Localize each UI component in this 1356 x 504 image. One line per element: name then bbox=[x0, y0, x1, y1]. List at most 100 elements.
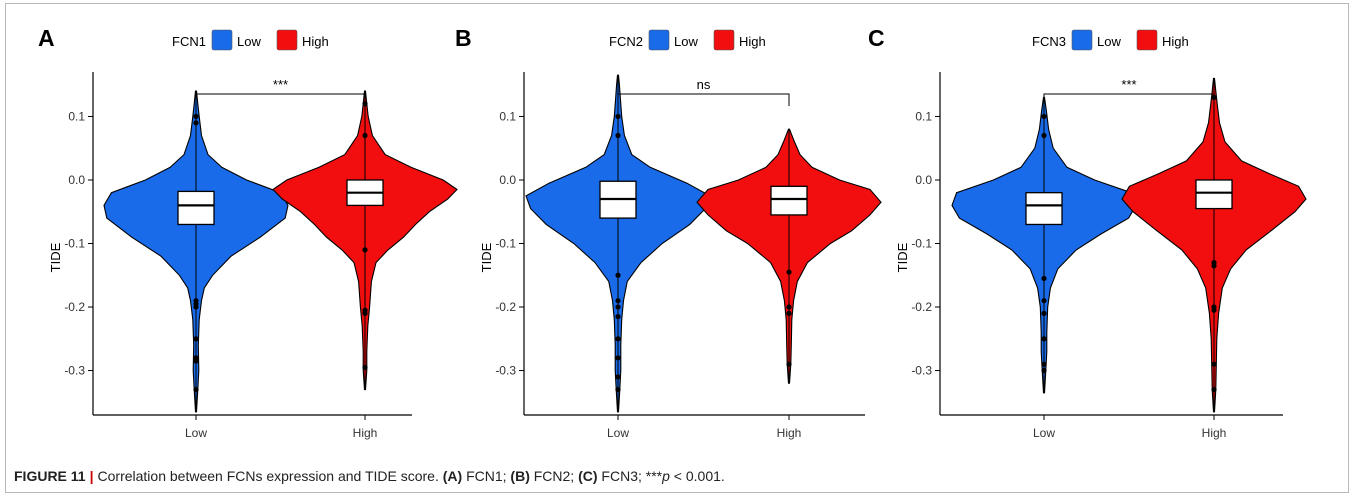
outlier-point-high bbox=[1211, 263, 1217, 269]
outlier-point-low bbox=[193, 386, 199, 393]
y-tick-label: 0.1 bbox=[68, 109, 85, 123]
legend-title: FCN1 bbox=[172, 34, 206, 49]
panel-letter: A bbox=[38, 25, 55, 51]
caption-pvalue-stars: *** bbox=[645, 468, 663, 484]
caption-part-a-label: (A) bbox=[442, 468, 463, 484]
outlier-point-low bbox=[193, 120, 199, 126]
legend-swatch-low bbox=[648, 29, 670, 51]
x-tick-label-low: Low bbox=[185, 426, 207, 440]
caption-part-a-text: FCN1; bbox=[462, 468, 511, 484]
caption-pvalue-rest: < 0.001. bbox=[669, 468, 725, 484]
outlier-point-low bbox=[193, 358, 199, 364]
box-high bbox=[770, 185, 808, 216]
caption-text: Correlation between FCNs expression and … bbox=[97, 468, 439, 484]
y-tick-label: -0.3 bbox=[911, 364, 932, 378]
outlier-point-high bbox=[786, 269, 792, 275]
y-tick-label: -0.3 bbox=[64, 364, 85, 378]
outlier-point-low bbox=[615, 113, 621, 120]
y-tick-label: -0.2 bbox=[495, 300, 516, 314]
outlier-point-low bbox=[193, 304, 199, 310]
outlier-point-low bbox=[615, 313, 621, 320]
outlier-point-low bbox=[615, 132, 621, 139]
y-tick-label: 0.0 bbox=[915, 173, 932, 187]
legend-title: FCN2 bbox=[609, 34, 643, 49]
x-tick-label-high: High bbox=[777, 426, 802, 440]
legend-label-high: High bbox=[1162, 34, 1189, 49]
outlier-point-high bbox=[1211, 361, 1217, 367]
x-tick-label-low: Low bbox=[1033, 426, 1055, 440]
outlier-point-low bbox=[1041, 361, 1047, 367]
legend-swatch-high bbox=[1136, 29, 1158, 51]
y-tick-label: 0.1 bbox=[499, 109, 516, 123]
box-high bbox=[1195, 179, 1233, 210]
caption-part-b-text: FCN2; bbox=[529, 468, 579, 484]
box-low bbox=[1025, 192, 1063, 226]
significance-bracket bbox=[195, 93, 366, 100]
y-axis-label: TIDE bbox=[895, 242, 910, 272]
panel-letter: C bbox=[868, 25, 885, 51]
outlier-point-high bbox=[362, 364, 368, 370]
outlier-point-high bbox=[786, 310, 792, 316]
outlier-point-low bbox=[1041, 367, 1047, 374]
legend-title: FCN3 bbox=[1032, 34, 1066, 49]
legend-label-high: High bbox=[739, 34, 766, 49]
caption-pvalue-var: p bbox=[662, 468, 670, 484]
outlier-point-low bbox=[193, 113, 199, 120]
y-tick-label: -0.3 bbox=[495, 364, 516, 378]
outlier-point-low bbox=[1041, 113, 1047, 120]
caption-separator: | bbox=[89, 468, 94, 484]
outlier-point-high bbox=[786, 361, 792, 367]
panel-c: -0.3 -0.2 -0.1 0.0 0.1 TIDE C FCN3 Low High Low Hig… bbox=[868, 25, 1307, 440]
x-tick-label-high: High bbox=[1202, 426, 1227, 440]
outlier-point-high bbox=[1211, 386, 1217, 393]
outlier-point-low bbox=[1041, 336, 1047, 342]
outlier-point-low bbox=[193, 336, 199, 342]
y-tick-label: 0.1 bbox=[915, 109, 932, 123]
y-tick-label: -0.1 bbox=[64, 237, 85, 251]
outlier-point-low bbox=[615, 336, 621, 342]
outlier-point-high bbox=[362, 310, 368, 316]
caption-part-b-label: (B) bbox=[510, 468, 530, 484]
outlier-point-low bbox=[615, 355, 621, 361]
caption-label: FIGURE 11 bbox=[14, 468, 86, 484]
y-tick-label: -0.1 bbox=[495, 237, 516, 251]
caption-part-c-label: (C) bbox=[578, 468, 598, 484]
panel-a: -0.3 -0.2 -0.1 0.0 0.1 TIDE A FCN1 Low High Low Hig… bbox=[38, 25, 458, 440]
significance-label: *** bbox=[1121, 77, 1136, 92]
significance-bracket bbox=[1043, 93, 1215, 100]
legend-label-high: High bbox=[302, 34, 329, 49]
x-tick-label-low: Low bbox=[607, 426, 629, 440]
outlier-point-low bbox=[615, 272, 621, 278]
y-tick-label: 0.0 bbox=[499, 173, 516, 187]
legend-swatch-low bbox=[211, 29, 233, 51]
figure-chart: -0.3 -0.2 -0.1 0.0 0.1 TIDE A FCN1 Low High Low Hig… bbox=[38, 25, 1307, 440]
panel-letter: B bbox=[455, 25, 472, 51]
outlier-point-high bbox=[786, 304, 792, 310]
y-tick-label: -0.2 bbox=[911, 300, 932, 314]
outlier-point-low bbox=[615, 386, 621, 393]
outlier-point-high bbox=[362, 247, 368, 253]
legend-label-low: Low bbox=[237, 34, 261, 49]
y-tick-label: -0.2 bbox=[64, 300, 85, 314]
outlier-point-low bbox=[615, 304, 621, 310]
outlier-point-low bbox=[1041, 298, 1047, 304]
outlier-point-low bbox=[1041, 310, 1047, 316]
legend-label-low: Low bbox=[1097, 34, 1121, 49]
y-tick-label: -0.1 bbox=[911, 237, 932, 251]
legend-swatch-low bbox=[1071, 29, 1093, 51]
y-axis-label: TIDE bbox=[48, 242, 63, 272]
outlier-point-low bbox=[1041, 132, 1047, 139]
outlier-point-low bbox=[1041, 275, 1047, 282]
outlier-point-high bbox=[362, 101, 368, 107]
caption-part-c-text: FCN3; bbox=[597, 468, 646, 484]
panel-b: -0.3 -0.2 -0.1 0.0 0.1 TIDE B FCN2 Low High Low Hig… bbox=[455, 25, 882, 440]
x-tick-label-high: High bbox=[353, 426, 378, 440]
significance-label: ns bbox=[697, 77, 711, 92]
outlier-point-low bbox=[615, 298, 621, 304]
box-low bbox=[177, 190, 215, 226]
legend-label-low: Low bbox=[674, 34, 698, 49]
significance-label: *** bbox=[273, 77, 288, 92]
outlier-point-low bbox=[615, 374, 621, 380]
outlier-point-high bbox=[362, 132, 368, 139]
y-tick-label: 0.0 bbox=[68, 173, 85, 187]
